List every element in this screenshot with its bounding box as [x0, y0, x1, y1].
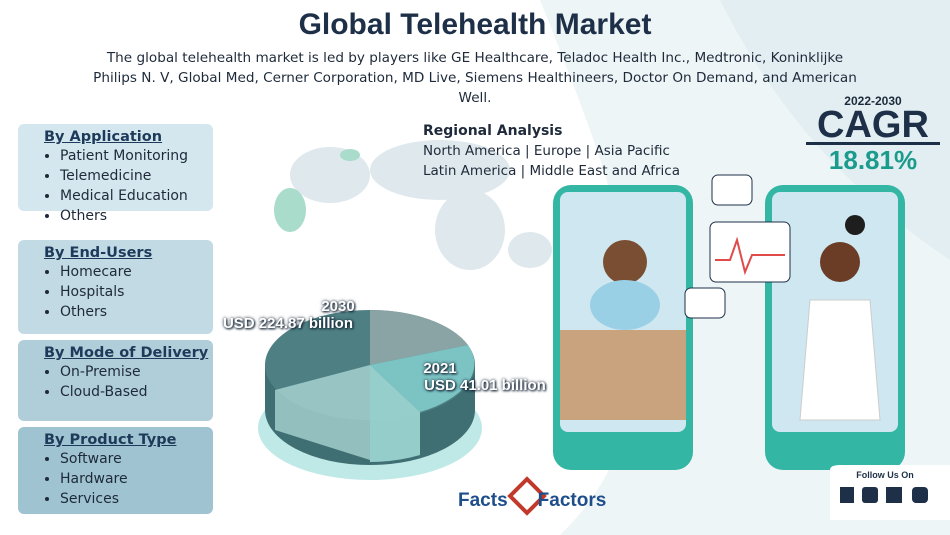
segment-panel: By ApplicationPatient MonitoringTelemedi…	[18, 124, 213, 224]
year: 2021	[423, 360, 457, 377]
cagr-value: 18.81%	[828, 145, 918, 175]
cagr: 2022-2030 CAGR 18.81%	[806, 94, 940, 175]
segment-item: Hospitals	[60, 282, 213, 302]
segment-heading: By Product Type	[44, 432, 177, 448]
social: Follow Us On	[835, 470, 935, 480]
segment-item: Medical Education	[60, 186, 213, 206]
segment-item: Services	[60, 489, 213, 509]
region-line: Latin America | Middle East and Africa	[423, 163, 681, 179]
segment-item: Cloud-Based	[60, 382, 213, 402]
segment-item: Hardware	[60, 469, 213, 489]
segment-item: Patient Monitoring	[60, 146, 213, 166]
segment-panel: By Mode of DeliveryOn-PremiseCloud-Based	[18, 340, 213, 421]
regional-analysis: Regional Analysis North America | Europe…	[423, 121, 680, 181]
segment-item: On-Premise	[60, 362, 213, 382]
size-value: USD 41.01 billion	[424, 377, 546, 394]
social-label: Follow Us On	[856, 470, 914, 480]
segment-item: Software	[60, 449, 213, 469]
region-line: North America | Europe | Asia Pacific	[423, 143, 670, 159]
description: The global telehealth market is led by p…	[93, 50, 857, 106]
segment-items: SoftwareHardwareServices	[44, 449, 213, 509]
segment-item: Others	[60, 206, 213, 226]
size-value: USD 224.87 billion	[222, 315, 354, 332]
brand-left: Facts	[458, 490, 508, 511]
segment-items: HomecareHospitalsOthers	[44, 262, 213, 322]
segment-panel: By End-UsersHomecareHospitalsOthers	[18, 240, 213, 334]
segment-heading: By Application	[44, 129, 163, 145]
segment-item: Others	[60, 302, 213, 322]
segment-item: Homecare	[60, 262, 213, 282]
segment-heading: By End-Users	[44, 245, 153, 261]
size-label: 2030 USD 224.87 billion	[223, 298, 418, 332]
brand: Facts Factors	[458, 490, 606, 512]
cagr-period: 2022-2030	[844, 94, 902, 108]
title: Global Telehealth Market	[298, 8, 652, 41]
regional-heading: Regional Analysis	[423, 123, 563, 139]
year: 2030	[321, 298, 355, 315]
segment-item: Telemedicine	[60, 166, 213, 186]
segment-panel: By Product TypeSoftwareHardwareServices	[18, 427, 213, 514]
brand-right: Factors	[537, 490, 607, 511]
cagr-label: CAGR	[806, 106, 940, 145]
segment-items: Patient MonitoringTelemedicineMedical Ed…	[44, 146, 213, 226]
segment-heading: By Mode of Delivery	[44, 345, 209, 361]
segment-items: On-PremiseCloud-Based	[44, 362, 213, 402]
size-label: 2021 USD 41.01 billion	[400, 360, 570, 394]
